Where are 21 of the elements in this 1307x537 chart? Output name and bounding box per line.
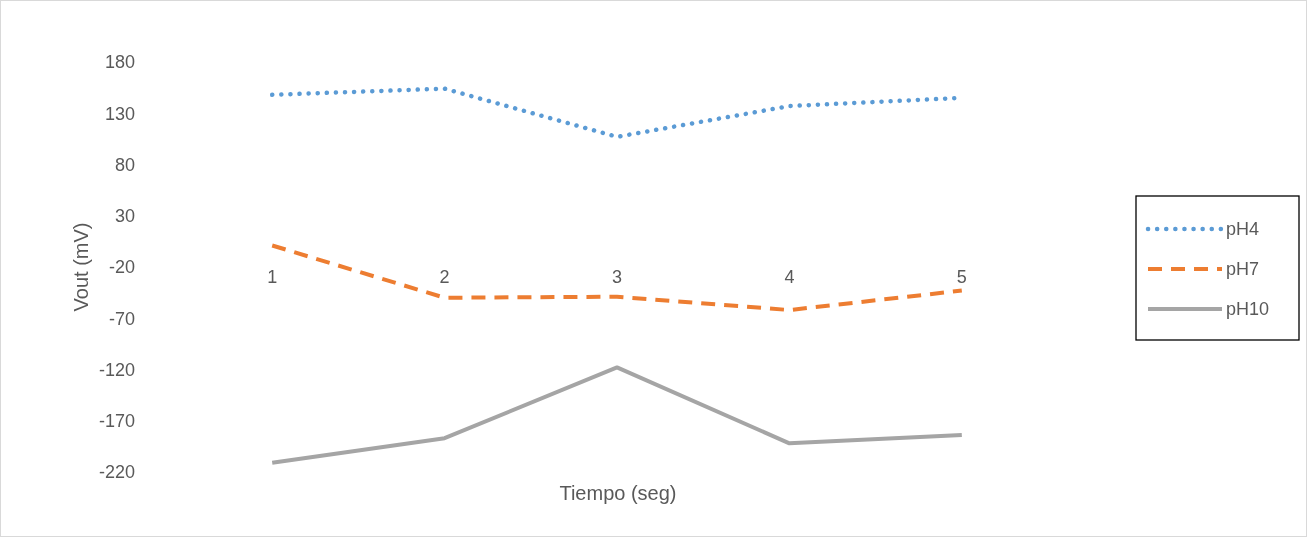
y-tick-label: 80 (114, 154, 135, 175)
y-tick-label: -70 (108, 308, 135, 329)
line-series (270, 243, 964, 313)
y-tick-label: -20 (108, 257, 135, 278)
y-tick-label: 130 (104, 103, 135, 124)
x-tick-label: 2 (439, 266, 450, 287)
line-series (270, 365, 964, 465)
y-tick-label: -220 (98, 462, 135, 483)
y-tick-label: 180 (104, 52, 135, 73)
x-tick-label: 1 (267, 266, 278, 287)
y-tick-label: -120 (98, 359, 135, 380)
legend-label: pH10 (1226, 299, 1270, 320)
y-tick-label: -170 (98, 411, 135, 432)
x-tick-label: 4 (784, 266, 795, 287)
x-tick-label: 3 (611, 266, 623, 287)
legend-label: pH4 (1226, 219, 1260, 240)
x-tick-label: 5 (956, 266, 967, 287)
x-axis-title: Tiempo (seg) (559, 482, 677, 504)
y-axis-title: Vout (mV) (70, 222, 92, 312)
y-tick-label: 30 (114, 206, 135, 227)
legend-label: pH7 (1226, 259, 1260, 280)
